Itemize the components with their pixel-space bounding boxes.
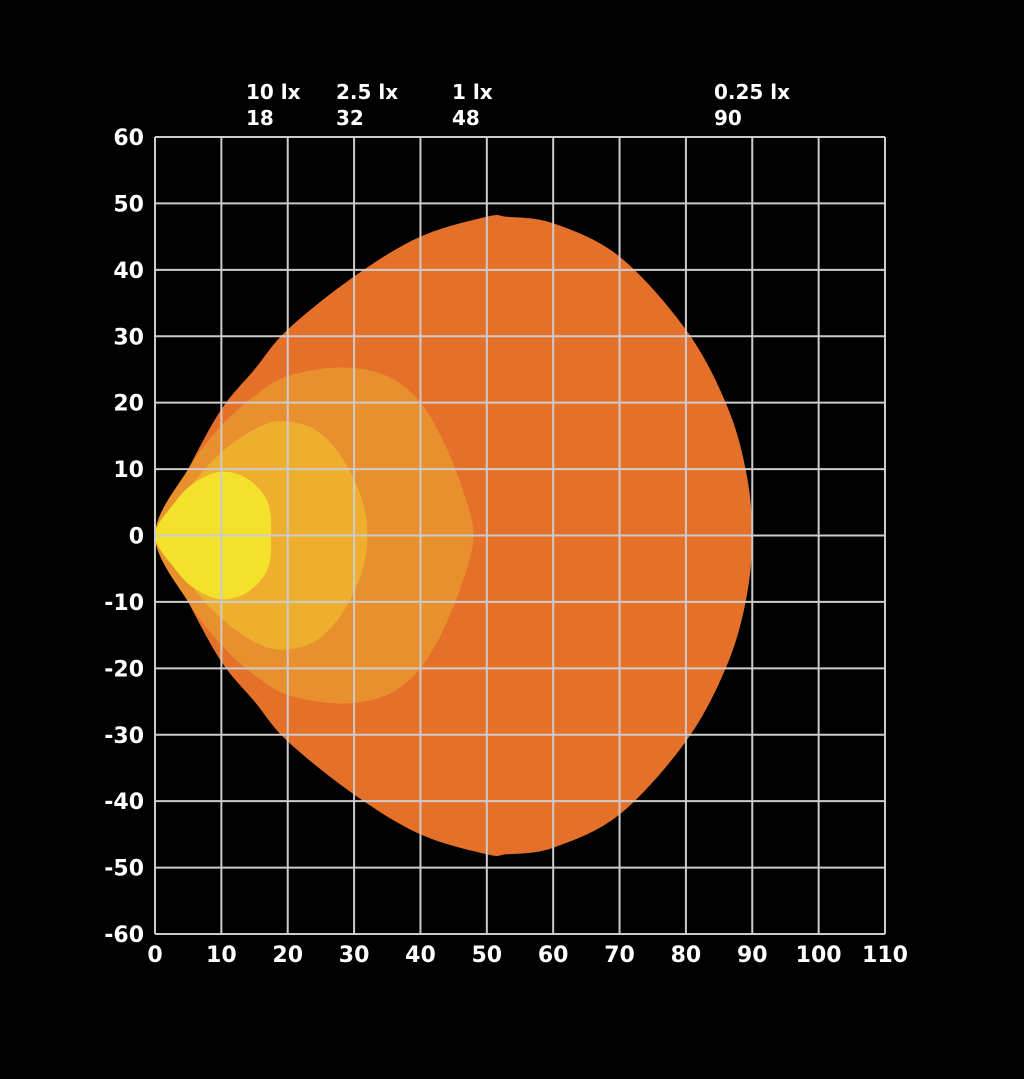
x-tick-label: 0: [147, 943, 162, 968]
grid: [154, 136, 886, 935]
zone-labels: 10 lx 18 2.5 lx 32 1 lx 48 0.25 lx 90: [246, 80, 790, 130]
x-tick-label: 70: [604, 943, 635, 968]
x-tick-label: 20: [272, 943, 303, 968]
x-tick-label: 80: [671, 943, 702, 968]
x-axis-ticks: 0 10 20 30 40 50 60 70 80 90 100 110: [147, 943, 908, 968]
x-tick-label: 90: [737, 943, 768, 968]
zone-label-lux: 1 lx: [452, 80, 493, 104]
x-tick-label: 50: [472, 943, 503, 968]
zone-label-range: 48: [452, 106, 480, 130]
y-tick-label: 60: [113, 126, 144, 151]
y-tick-label: 10: [113, 458, 144, 483]
x-tick-label: 110: [862, 943, 908, 968]
zone-label-lux: 10 lx: [246, 80, 301, 104]
y-tick-label: -20: [104, 657, 144, 682]
x-tick-label: 60: [538, 943, 569, 968]
y-tick-label: 0: [129, 525, 144, 550]
y-tick-label: -50: [104, 857, 144, 882]
y-tick-label: -10: [104, 591, 144, 616]
x-tick-label: 10: [206, 943, 237, 968]
y-tick-label: 30: [113, 325, 144, 350]
y-tick-label: -30: [104, 724, 144, 749]
y-axis-ticks: 60 50 40 30 20 10 0 -10 -20 -30 -40 -50 -60: [104, 126, 144, 948]
zone-label-range: 32: [336, 106, 364, 130]
x-tick-label: 40: [405, 943, 436, 968]
zone-label-lux: 0.25 lx: [714, 80, 790, 104]
y-tick-label: -40: [104, 790, 144, 815]
zone-label-lux: 2.5 lx: [336, 80, 398, 104]
zone-label-range: 90: [714, 106, 742, 130]
zone-label-range: 18: [246, 106, 274, 130]
x-tick-label: 100: [796, 943, 842, 968]
y-tick-label: 40: [113, 259, 144, 284]
y-tick-label: 50: [113, 192, 144, 217]
y-tick-label: 20: [113, 392, 144, 417]
x-tick-label: 30: [339, 943, 370, 968]
y-tick-label: -60: [104, 923, 144, 948]
